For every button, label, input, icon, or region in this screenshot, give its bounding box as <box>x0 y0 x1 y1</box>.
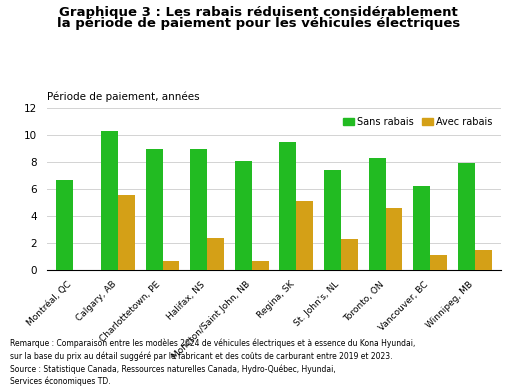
Bar <box>207 238 224 270</box>
Bar <box>190 149 207 270</box>
Bar <box>146 149 162 270</box>
Bar <box>341 239 358 270</box>
Bar <box>386 208 402 270</box>
Bar <box>369 158 386 270</box>
Text: Graphique 3 : Les rabais réduisent considérablement: Graphique 3 : Les rabais réduisent consi… <box>59 6 458 19</box>
Bar <box>475 250 492 270</box>
Bar <box>235 161 252 270</box>
Bar <box>430 256 447 270</box>
Text: Remarque : Comparaison entre les modèles 2024 de véhicules électriques et à esse: Remarque : Comparaison entre les modèles… <box>10 339 416 386</box>
Bar <box>324 170 341 270</box>
Bar <box>56 179 73 270</box>
Bar <box>458 164 475 270</box>
Bar <box>252 261 269 270</box>
Bar <box>296 201 313 270</box>
Bar <box>101 131 118 270</box>
Bar <box>279 142 296 270</box>
Text: Période de paiement, années: Période de paiement, années <box>47 92 199 102</box>
Legend: Sans rabais, Avec rabais: Sans rabais, Avec rabais <box>339 113 497 131</box>
Text: la période de paiement pour les véhicules électriques: la période de paiement pour les véhicule… <box>57 17 460 30</box>
Bar <box>413 186 430 270</box>
Bar <box>118 195 135 270</box>
Bar <box>162 261 179 270</box>
